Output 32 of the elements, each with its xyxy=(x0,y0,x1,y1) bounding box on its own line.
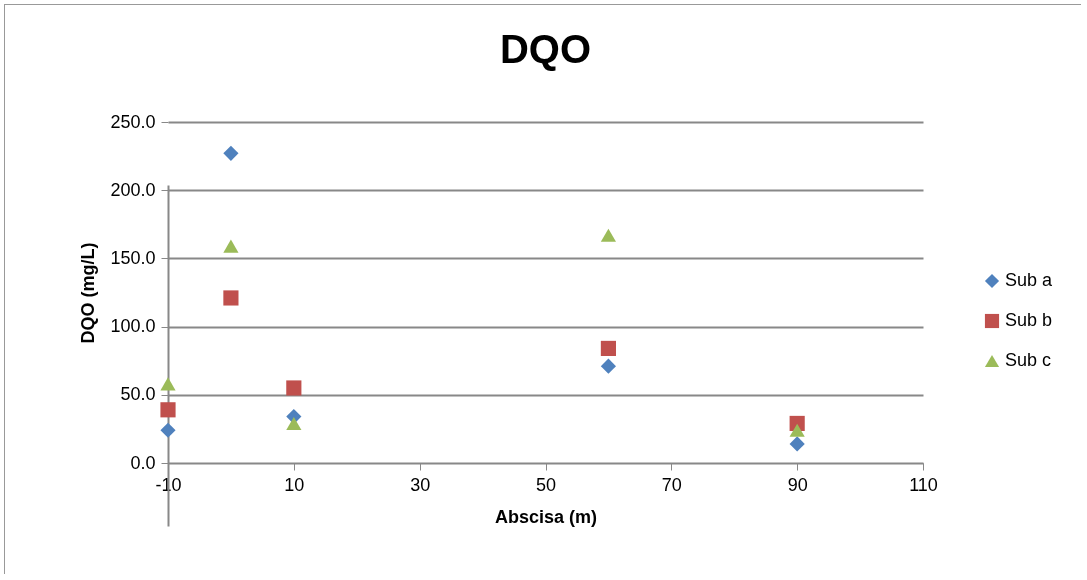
point xyxy=(600,340,616,357)
point xyxy=(789,423,805,437)
y-tick-label: 200.0 xyxy=(110,179,156,200)
x-tick-label: 110 xyxy=(909,474,938,495)
x-tick-label: 10 xyxy=(284,474,305,495)
y-tick-label: 100.0 xyxy=(110,316,156,337)
x-tick-label: 50 xyxy=(535,474,557,495)
legend-label: Sub a xyxy=(1005,270,1054,290)
legend-label: Sub b xyxy=(1005,310,1053,330)
point xyxy=(286,416,302,431)
y-axis-title: DQO (mg/L) xyxy=(78,242,99,344)
point xyxy=(789,436,805,452)
y-tick-label: 0.0 xyxy=(130,452,156,473)
y-tick-label: 150.0 xyxy=(110,247,156,268)
point xyxy=(223,145,239,161)
legend-label: Sub c xyxy=(1005,350,1052,370)
x-axis-title: Abscisa (m) xyxy=(494,506,598,527)
point xyxy=(160,422,176,438)
point xyxy=(223,239,239,253)
point xyxy=(160,377,176,391)
x-tick-label: 70 xyxy=(661,474,682,495)
x-tick-label: 90 xyxy=(787,474,808,495)
point xyxy=(600,358,616,374)
point xyxy=(600,228,616,242)
x-tick-label: -10 xyxy=(155,474,182,495)
point xyxy=(286,380,302,396)
point xyxy=(160,402,176,418)
x-tick-label: 30 xyxy=(410,474,431,495)
chart-title: DQO xyxy=(499,27,592,71)
y-tick-label: 250.0 xyxy=(110,111,156,132)
point xyxy=(223,290,239,306)
y-tick-label: 50.0 xyxy=(120,384,156,405)
